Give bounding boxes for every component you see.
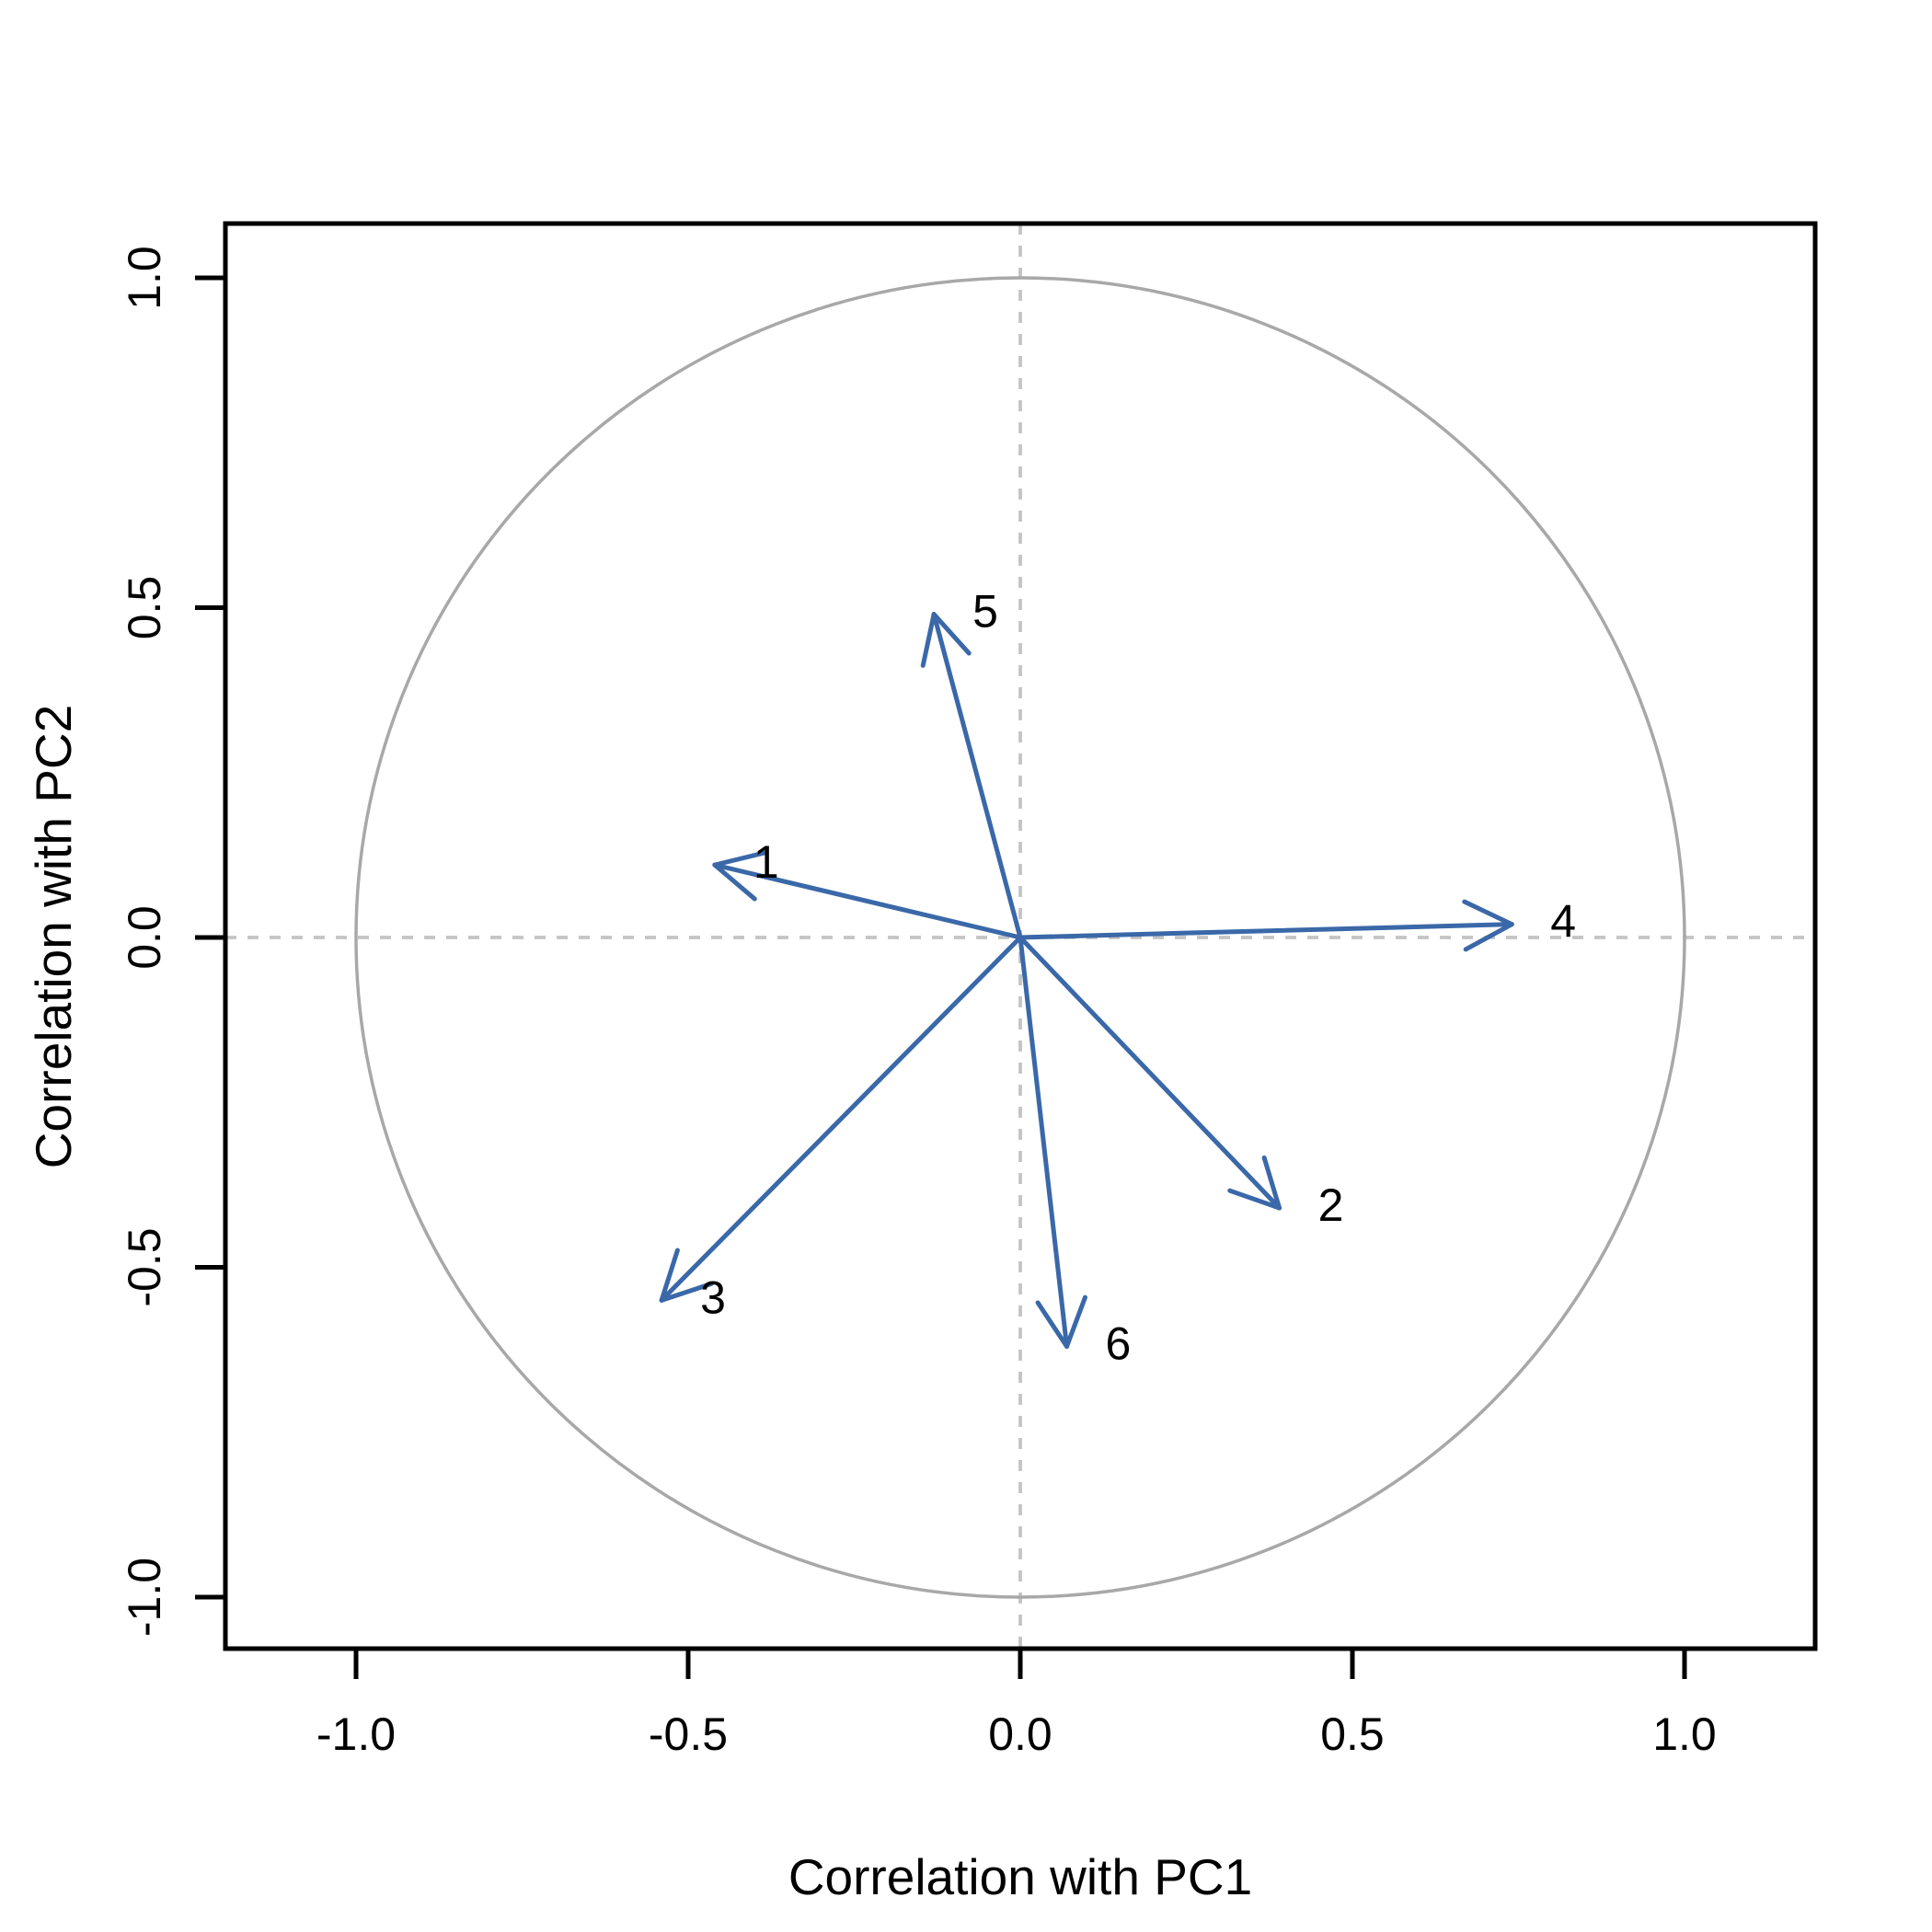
variable-label-1: 1	[753, 836, 779, 888]
y-axis-title: Correlation with PC2	[25, 705, 82, 1168]
x-axis-title: Correlation with PC1	[788, 1848, 1252, 1905]
variable-arrow-6-head-2	[1064, 1294, 1088, 1350]
variable-arrow-1-head-1	[712, 850, 768, 868]
y-tick-label: -0.5	[119, 1227, 170, 1306]
variable-arrow-2	[1018, 935, 1282, 1211]
y-tick-label: -1.0	[119, 1558, 170, 1637]
variable-arrow-3	[659, 935, 1023, 1303]
variable-arrow-4	[1018, 922, 1514, 940]
x-tick-label: 1.0	[1652, 1708, 1717, 1760]
x-tick-label: 0.0	[988, 1708, 1052, 1760]
variable-arrow-5-head-1	[931, 612, 972, 656]
variable-arrow-5	[931, 612, 1023, 940]
variable-arrow-3-head-2	[659, 1281, 714, 1303]
y-tick-label: 0.5	[119, 576, 170, 640]
x-tick-label: 0.5	[1320, 1708, 1385, 1760]
variable-label-3: 3	[700, 1271, 726, 1323]
x-tick-label: -0.5	[649, 1708, 728, 1760]
variable-arrow-6	[1018, 935, 1070, 1350]
variable-arrow-5-head-2	[920, 612, 937, 668]
variable-label-5: 5	[972, 586, 998, 638]
y-tick-label: 1.0	[119, 246, 170, 310]
variable-label-4: 4	[1550, 896, 1576, 948]
x-tick-label: -1.0	[316, 1708, 396, 1760]
variable-arrow-2-head-2	[1261, 1155, 1282, 1211]
variable-arrow-2-head-1	[1227, 1188, 1282, 1211]
y-tick-label: 0.0	[119, 905, 170, 970]
variable-arrow-4-head-1	[1463, 922, 1514, 952]
variable-arrow-4-head-2	[1462, 899, 1514, 927]
variable-arrow-1	[712, 862, 1023, 940]
variable-arrow-3-head-1	[659, 1248, 680, 1303]
unit-circle	[354, 276, 1686, 1599]
variable-label-2: 2	[1318, 1179, 1344, 1231]
variable-arrow-6-head-1	[1035, 1300, 1070, 1350]
variable-label-6: 6	[1106, 1318, 1132, 1370]
variable-arrow-1-head-2	[712, 862, 757, 902]
